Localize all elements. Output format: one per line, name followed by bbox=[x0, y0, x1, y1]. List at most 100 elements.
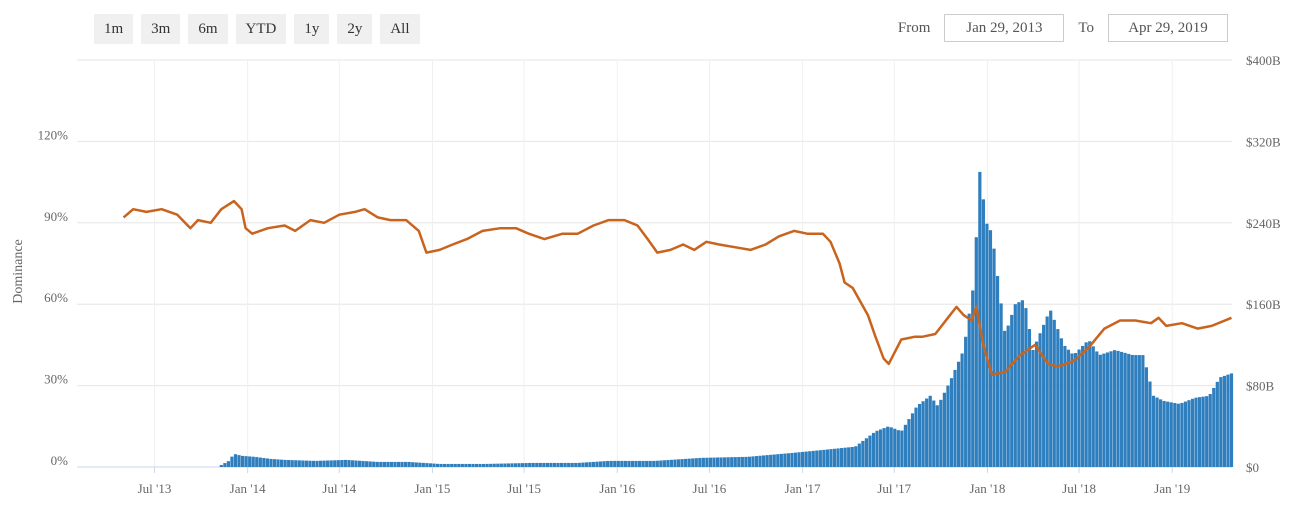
market-cap-bar bbox=[1226, 374, 1230, 467]
market-cap-bar bbox=[1109, 351, 1113, 467]
market-cap-bar bbox=[1159, 399, 1163, 467]
market-cap-bar bbox=[308, 460, 312, 467]
market-cap-bar bbox=[361, 460, 365, 467]
market-cap-bar bbox=[762, 455, 766, 467]
to-date-input[interactable] bbox=[1108, 14, 1228, 42]
market-cap-bar bbox=[542, 462, 546, 467]
market-cap-bar bbox=[552, 462, 557, 467]
x-tick-label: Jul '18 bbox=[1062, 481, 1096, 496]
market-cap-bar bbox=[1127, 353, 1131, 467]
range-button-ytd[interactable]: YTD bbox=[235, 14, 287, 44]
market-cap-bar bbox=[634, 460, 638, 467]
market-cap-bar bbox=[652, 460, 656, 467]
market-cap-bar bbox=[939, 399, 943, 467]
market-cap-bar bbox=[233, 454, 238, 467]
market-cap-bar bbox=[666, 460, 670, 467]
market-cap-bar bbox=[910, 413, 915, 467]
market-cap-bar bbox=[758, 455, 762, 467]
market-cap-bar bbox=[503, 463, 507, 467]
market-cap-bar bbox=[464, 463, 468, 467]
market-cap-bar bbox=[315, 460, 319, 467]
market-cap-bar bbox=[219, 464, 223, 467]
market-cap-bar bbox=[673, 459, 677, 467]
market-cap-bar bbox=[790, 452, 794, 467]
market-cap-bar bbox=[1003, 330, 1007, 467]
x-tick-label: Jan '16 bbox=[599, 481, 635, 496]
market-cap-bar bbox=[248, 456, 252, 467]
range-button-1y[interactable]: 1y bbox=[294, 14, 330, 44]
x-tick-label: Jan '15 bbox=[415, 481, 451, 496]
market-cap-bar bbox=[1120, 351, 1124, 467]
market-cap-bar bbox=[776, 454, 780, 467]
market-cap-bar bbox=[255, 457, 259, 467]
market-cap-bar bbox=[538, 462, 542, 467]
market-cap-bar bbox=[1197, 397, 1202, 467]
to-label: To bbox=[1078, 19, 1094, 36]
market-cap-bar bbox=[489, 463, 493, 467]
market-cap-bar bbox=[701, 457, 705, 467]
market-cap-bar bbox=[829, 449, 833, 467]
market-cap-bar bbox=[616, 460, 620, 467]
market-cap-bar bbox=[1169, 402, 1173, 467]
market-cap-bar bbox=[740, 456, 744, 467]
market-cap-bar bbox=[1222, 375, 1227, 467]
market-cap-bar bbox=[928, 395, 932, 467]
market-cap-bar bbox=[1091, 346, 1095, 467]
market-cap-bar bbox=[988, 230, 993, 467]
market-cap-bar bbox=[588, 462, 592, 467]
range-button-1m[interactable]: 1m bbox=[94, 14, 134, 44]
market-cap-bar bbox=[279, 459, 284, 467]
market-cap-bar bbox=[900, 430, 904, 467]
range-button-3m[interactable]: 3m bbox=[141, 14, 181, 44]
market-cap-bar bbox=[655, 460, 659, 467]
market-cap-bar bbox=[662, 460, 666, 467]
market-cap-bar bbox=[240, 455, 245, 467]
range-button-6m[interactable]: 6m bbox=[188, 14, 228, 44]
market-cap-bar bbox=[528, 462, 532, 467]
market-cap-bar bbox=[765, 455, 769, 467]
market-cap-bar bbox=[747, 456, 752, 467]
market-cap-bar bbox=[1205, 396, 1209, 467]
market-cap-bar bbox=[914, 407, 918, 467]
left-tick-label: 60% bbox=[44, 290, 68, 305]
market-cap-bar bbox=[726, 457, 730, 467]
left-tick-label: 120% bbox=[38, 127, 69, 142]
market-cap-bar bbox=[680, 459, 684, 467]
range-button-2y[interactable]: 2y bbox=[337, 14, 373, 44]
market-cap-bar bbox=[857, 443, 861, 467]
market-cap-bar bbox=[1173, 403, 1177, 467]
left-tick-label: 90% bbox=[44, 209, 68, 224]
market-cap-bar bbox=[1194, 397, 1198, 467]
market-cap-bar bbox=[942, 392, 946, 467]
market-cap-bar bbox=[1017, 302, 1021, 467]
market-cap-bar bbox=[886, 426, 890, 467]
market-cap-bar bbox=[637, 460, 642, 467]
market-cap-bar bbox=[1049, 310, 1053, 467]
market-cap-bar bbox=[801, 451, 805, 467]
market-cap-bar bbox=[623, 460, 627, 467]
from-date-input[interactable] bbox=[944, 14, 1065, 42]
right-tick-label: $80B bbox=[1246, 379, 1275, 394]
market-cap-bar bbox=[847, 447, 851, 467]
range-button-all[interactable]: All bbox=[380, 14, 420, 44]
market-cap-bar bbox=[591, 461, 596, 467]
x-tick-label: Jul '14 bbox=[322, 481, 356, 496]
market-cap-bar bbox=[705, 457, 709, 467]
market-cap-bar bbox=[1130, 354, 1134, 467]
market-cap-bar bbox=[1077, 349, 1081, 467]
market-cap-bar bbox=[584, 462, 588, 467]
market-cap-bar bbox=[868, 435, 872, 467]
market-cap-bar bbox=[372, 461, 376, 467]
market-cap-bar bbox=[326, 460, 330, 467]
x-tick-label: Jan '18 bbox=[969, 481, 1005, 496]
market-cap-bar bbox=[287, 460, 291, 467]
market-cap-bar bbox=[723, 457, 727, 467]
market-cap-bar bbox=[754, 456, 759, 467]
date-range: From To bbox=[898, 14, 1228, 42]
market-cap-bar bbox=[1137, 355, 1141, 467]
market-cap-bar bbox=[815, 450, 819, 467]
market-cap-bar bbox=[974, 237, 978, 467]
market-cap-bar bbox=[421, 462, 425, 467]
market-cap-bar bbox=[946, 385, 950, 467]
market-cap-bar bbox=[744, 456, 748, 467]
